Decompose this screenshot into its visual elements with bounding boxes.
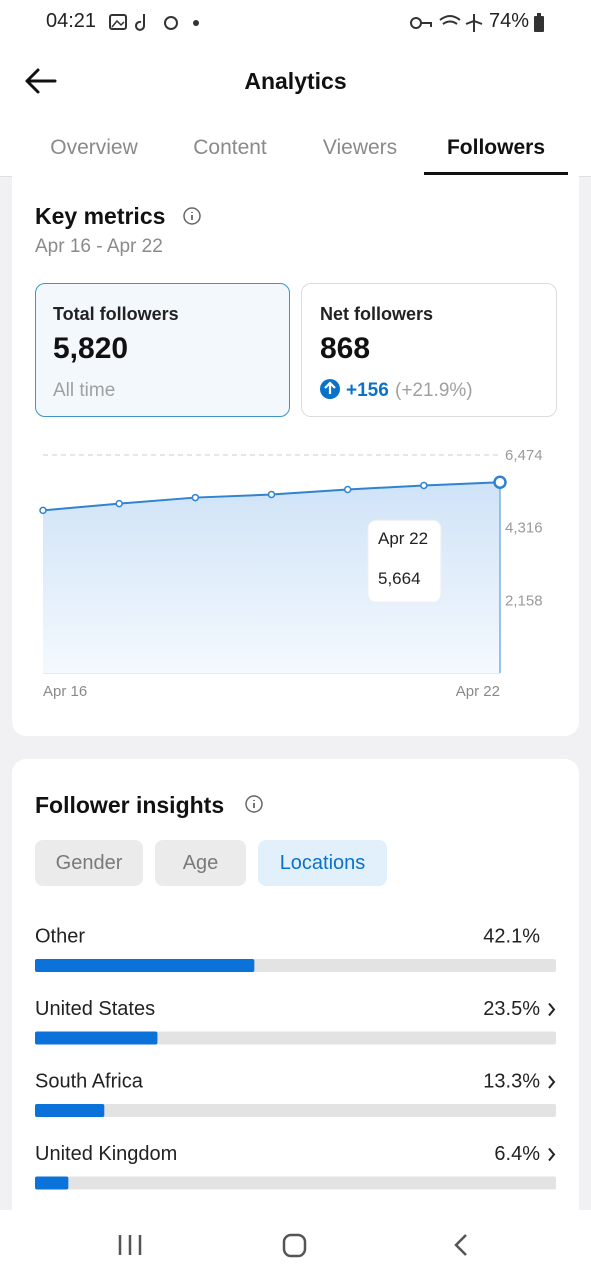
chevron	[548, 1002, 556, 1017]
tooltip-date: Apr 22	[378, 529, 428, 548]
bar	[35, 1104, 105, 1117]
metric-value: 5,820	[53, 332, 129, 365]
point	[39, 506, 47, 515]
point	[343, 485, 352, 494]
status-icons	[109, 14, 199, 31]
status-battery: 74%	[489, 10, 530, 32]
location-row: Other 42.1%	[35, 925, 556, 972]
x-tick-label: Apr 22	[456, 683, 500, 700]
bar-track	[35, 1104, 556, 1117]
location-value: 23.5%	[483, 998, 540, 1020]
metric-label: Total followers	[53, 304, 179, 324]
metric-card[interactable]	[35, 283, 290, 417]
top-bar	[0, 0, 591, 177]
bar	[35, 1176, 69, 1190]
filter-chip[interactable]: Age	[155, 840, 246, 886]
point	[191, 493, 200, 502]
location-name: United Kingdom	[35, 1143, 177, 1165]
metric-change: +156	[346, 380, 389, 401]
location-row[interactable]: United States 23.5%	[35, 998, 556, 1045]
filter-chip[interactable]: Locations	[258, 840, 387, 886]
metric-note: All time	[53, 380, 116, 401]
location-name: Other	[35, 925, 85, 947]
location-name: United States	[35, 998, 155, 1020]
battery-icon	[534, 13, 544, 32]
status-time: 04:21	[46, 10, 97, 32]
back-nav-button[interactable]	[454, 1234, 467, 1256]
tooltip	[367, 519, 442, 603]
tab[interactable]: Overview	[50, 136, 138, 159]
metric-value: 868	[320, 332, 371, 365]
recent-apps-button[interactable]	[118, 1235, 142, 1255]
point	[115, 499, 123, 508]
tab[interactable]: Followers	[446, 136, 546, 159]
bar-track	[35, 1176, 556, 1190]
point	[420, 481, 428, 490]
metric-label: Net followers	[320, 304, 434, 324]
nav-buttons	[118, 1233, 467, 1258]
line-chart: 2,158 4,316 6,474 Apr 16 Apr 22 Apr 22 5,664	[39, 447, 543, 700]
tooltip-value: 5,664	[378, 569, 421, 588]
location-value: 6.4%	[494, 1143, 540, 1165]
location-value: 13.3%	[483, 1070, 540, 1092]
y-tick-label: 4,316	[505, 520, 543, 537]
bar	[35, 1031, 158, 1045]
status-icons-right	[410, 14, 483, 32]
filter-chip[interactable]: Gender	[35, 840, 143, 886]
x-tick-label: Apr 16	[43, 683, 87, 700]
point	[493, 475, 507, 490]
tab-underline	[424, 172, 568, 175]
bar-track	[35, 1031, 556, 1045]
location-name: South Africa	[35, 1070, 144, 1092]
chevron	[548, 1147, 556, 1162]
metric-change-pct: (+21.9%)	[395, 380, 473, 401]
location-row[interactable]: South Africa 13.3%	[35, 1070, 556, 1117]
bar	[35, 959, 255, 972]
info-icon[interactable]	[182, 206, 202, 226]
chevron	[548, 1075, 556, 1089]
section-title: Follower insights	[35, 792, 225, 818]
info-icon[interactable]	[244, 794, 264, 814]
up-icon	[320, 379, 340, 399]
tab[interactable]: Content	[193, 136, 267, 159]
y-tick-label: 6,474	[505, 447, 543, 464]
back-button[interactable]	[24, 66, 58, 96]
locations-chart: Other 42.1% United States 23.5% South Africa…	[35, 925, 556, 1190]
nav-bar	[0, 1210, 591, 1280]
date-range: Apr 16 - Apr 22	[35, 236, 163, 257]
page-title: Analytics	[244, 68, 347, 94]
location-value: 42.1%	[483, 925, 540, 947]
home-button[interactable]	[282, 1233, 307, 1258]
metric-card[interactable]	[301, 283, 557, 417]
point	[267, 490, 276, 499]
section-title: Key metrics	[35, 203, 166, 229]
location-row[interactable]: United Kingdom 6.4%	[35, 1143, 556, 1190]
y-tick-label: 2,158	[505, 592, 543, 609]
tab[interactable]: Viewers	[322, 136, 398, 159]
